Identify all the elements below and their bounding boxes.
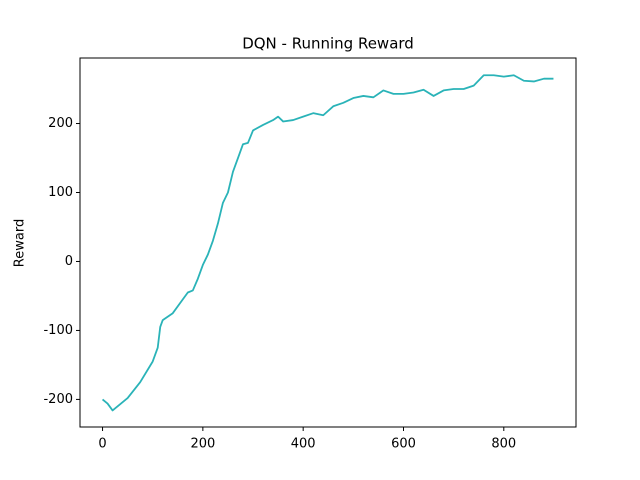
x-tick-label: 400 bbox=[291, 437, 316, 452]
y-tick-label: 200 bbox=[48, 116, 73, 131]
x-tick-label: 800 bbox=[491, 437, 516, 452]
plot-frame bbox=[79, 57, 577, 428]
x-tick-label: 0 bbox=[98, 437, 106, 452]
y-tick-label: -200 bbox=[43, 392, 73, 407]
y-tick-label: 0 bbox=[65, 254, 73, 269]
y-tick-label: -100 bbox=[43, 323, 73, 338]
y-tick-label: 100 bbox=[48, 185, 73, 200]
x-tick-label: 600 bbox=[391, 437, 416, 452]
y-axis-label: Reward bbox=[13, 219, 28, 267]
chart-title: DQN - Running Reward bbox=[242, 35, 414, 53]
x-tick-label: 200 bbox=[190, 437, 215, 452]
line bbox=[101, 74, 554, 412]
